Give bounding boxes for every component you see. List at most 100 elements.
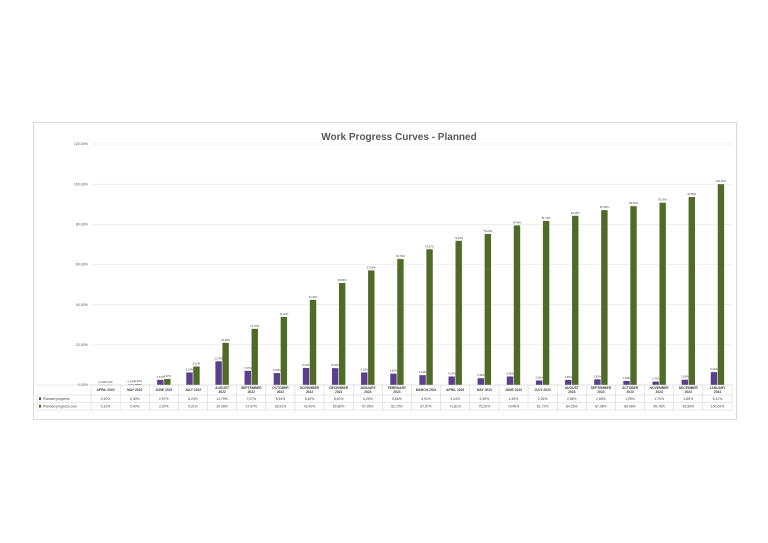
- table-cell: 1,70%: [654, 397, 664, 401]
- data-label: 9,21%: [193, 362, 201, 366]
- bar-planned-progress-cum: [630, 206, 637, 385]
- x-tick-label: JANUARY: [360, 386, 377, 390]
- bar-planned-progress: [331, 368, 339, 385]
- table-cell: 20,98%: [216, 405, 228, 409]
- x-tick-label: MAY 2022: [127, 388, 142, 392]
- x-tick-label: DECEMBER: [329, 386, 348, 390]
- chart-frame: Work Progress Curves - Planned 0,00% 20,0…: [33, 122, 737, 420]
- x-tick-label: 2023: [568, 390, 576, 394]
- y-axis: 0,00%20,00%40,00%60,00%80,00%100,00%120,…: [74, 142, 89, 387]
- x-tick-label: 2023: [393, 390, 401, 394]
- data-label: 79,46%: [513, 220, 522, 224]
- data-label: 2,65%: [681, 375, 689, 379]
- data-label: 11,79%: [214, 356, 223, 360]
- x-tick-label: 2023: [364, 390, 372, 394]
- bar-planned-progress: [535, 380, 543, 385]
- x-tick-label: 2023: [655, 390, 663, 394]
- table-cell: 2,55%: [567, 397, 577, 401]
- table-cell: 57,05%: [362, 405, 374, 409]
- data-label: 6,24%: [186, 367, 194, 371]
- chart-title: Work Progress Curves - Planned: [321, 132, 476, 143]
- x-tick-label: 2022: [248, 390, 256, 394]
- data-label: 3,39%: [477, 373, 485, 377]
- table-cell: 0,10%: [101, 405, 111, 409]
- bar-planned-progress-cum: [251, 328, 258, 385]
- table-cell: 5,94%: [276, 397, 286, 401]
- data-label: 5,94%: [273, 368, 281, 372]
- x-tick-label: FEBRUARY: [388, 386, 407, 390]
- bar-planned-progress: [302, 367, 310, 385]
- data-label: 67,57%: [425, 244, 434, 248]
- bar-planned-progress: [157, 379, 164, 385]
- legend-entry: Planned progress cum: [43, 405, 77, 409]
- x-tick-label: NOVEMBER: [650, 386, 670, 390]
- data-label: 2,55%: [565, 375, 573, 379]
- x-tick-label: APRIL 2022: [97, 388, 115, 392]
- data-label: 6,25%: [361, 367, 369, 371]
- bar-planned-progress: [477, 378, 485, 385]
- table-cell: 87,08%: [595, 405, 607, 409]
- table-cell: 6,25%: [363, 397, 373, 401]
- bar-planned-progress-cum: [164, 379, 171, 385]
- y-tick-label: 40,00%: [76, 303, 89, 307]
- data-label: 2,57%: [157, 375, 165, 379]
- bar-planned-progress: [390, 373, 397, 385]
- x-tick-label: JUNE 2022: [155, 388, 172, 392]
- bar-planned-progress-cum: [542, 220, 550, 385]
- data-label: 0,10%: [105, 380, 113, 384]
- bar-planned-progress: [652, 381, 659, 385]
- bar-planned-progress: [594, 379, 601, 385]
- bar-planned-progress-cum: [338, 282, 346, 385]
- data-label: 2,26%: [535, 375, 543, 379]
- bar-planned-progress-cum: [688, 197, 695, 385]
- table-cell: 8,49%: [305, 397, 315, 401]
- bar-planned-progress: [419, 375, 426, 385]
- data-label: 33,91%: [279, 312, 288, 316]
- table-cell: 4,91%: [421, 397, 431, 401]
- bar-planned-progress-cum: [426, 249, 433, 385]
- bar-planned-progress-cum: [280, 316, 288, 385]
- bar-planned-progress-cum: [397, 259, 404, 385]
- data-label: 0,10%: [98, 380, 106, 384]
- table-cell: 89,06%: [624, 405, 636, 409]
- data-label: 7,07%: [244, 366, 252, 370]
- data-label: 93,59%: [687, 192, 696, 196]
- table-cell: 90,76%: [653, 405, 665, 409]
- table-cell: 8,40%: [334, 397, 344, 401]
- bar-planned-progress-cum: [601, 210, 608, 385]
- table-cell: 3,39%: [480, 397, 490, 401]
- data-label: 62,70%: [396, 254, 405, 258]
- table-cell: 50,80%: [333, 405, 345, 409]
- table-cell: 33,91%: [275, 405, 287, 409]
- bar-planned-progress: [361, 372, 368, 385]
- bar-planned-progress-cum: [222, 342, 229, 385]
- data-label: 90,76%: [658, 198, 667, 202]
- bars: [98, 184, 725, 386]
- x-tick-label: MARCH 2023: [416, 388, 437, 392]
- table-cell: 71,81%: [449, 405, 461, 409]
- bar-planned-progress-cum: [135, 384, 142, 385]
- data-label: 50,80%: [338, 278, 347, 282]
- table-cell: 7,07%: [246, 397, 256, 401]
- x-tick-label: 2022: [335, 390, 343, 394]
- bar-planned-progress-cum: [484, 233, 492, 385]
- data-label: 89,06%: [629, 201, 638, 205]
- x-tick-label: JUNE 2023: [505, 388, 522, 392]
- bar-planned-progress-cum: [309, 299, 317, 385]
- data-label: 27,97%: [250, 324, 259, 328]
- data-label: 8,40%: [331, 363, 339, 367]
- bar-planned-progress: [710, 372, 718, 385]
- table-cell: 67,57%: [420, 405, 432, 409]
- data-label: 6,41%: [710, 367, 718, 371]
- bar-planned-progress: [506, 376, 514, 385]
- table-cell: 2,65%: [683, 397, 693, 401]
- legend-entry: Planned progress: [43, 397, 70, 401]
- bar-planned-progress-cum: [659, 202, 666, 385]
- bar-planned-progress: [128, 384, 135, 385]
- y-tick-label: 20,00%: [76, 343, 89, 347]
- x-tick-label: AUGUST: [215, 386, 229, 390]
- table-cell: 2,57%: [159, 397, 169, 401]
- table-cell: 5,66%: [392, 397, 402, 401]
- bar-planned-progress: [565, 379, 572, 385]
- table-cell: 4,26%: [509, 397, 519, 401]
